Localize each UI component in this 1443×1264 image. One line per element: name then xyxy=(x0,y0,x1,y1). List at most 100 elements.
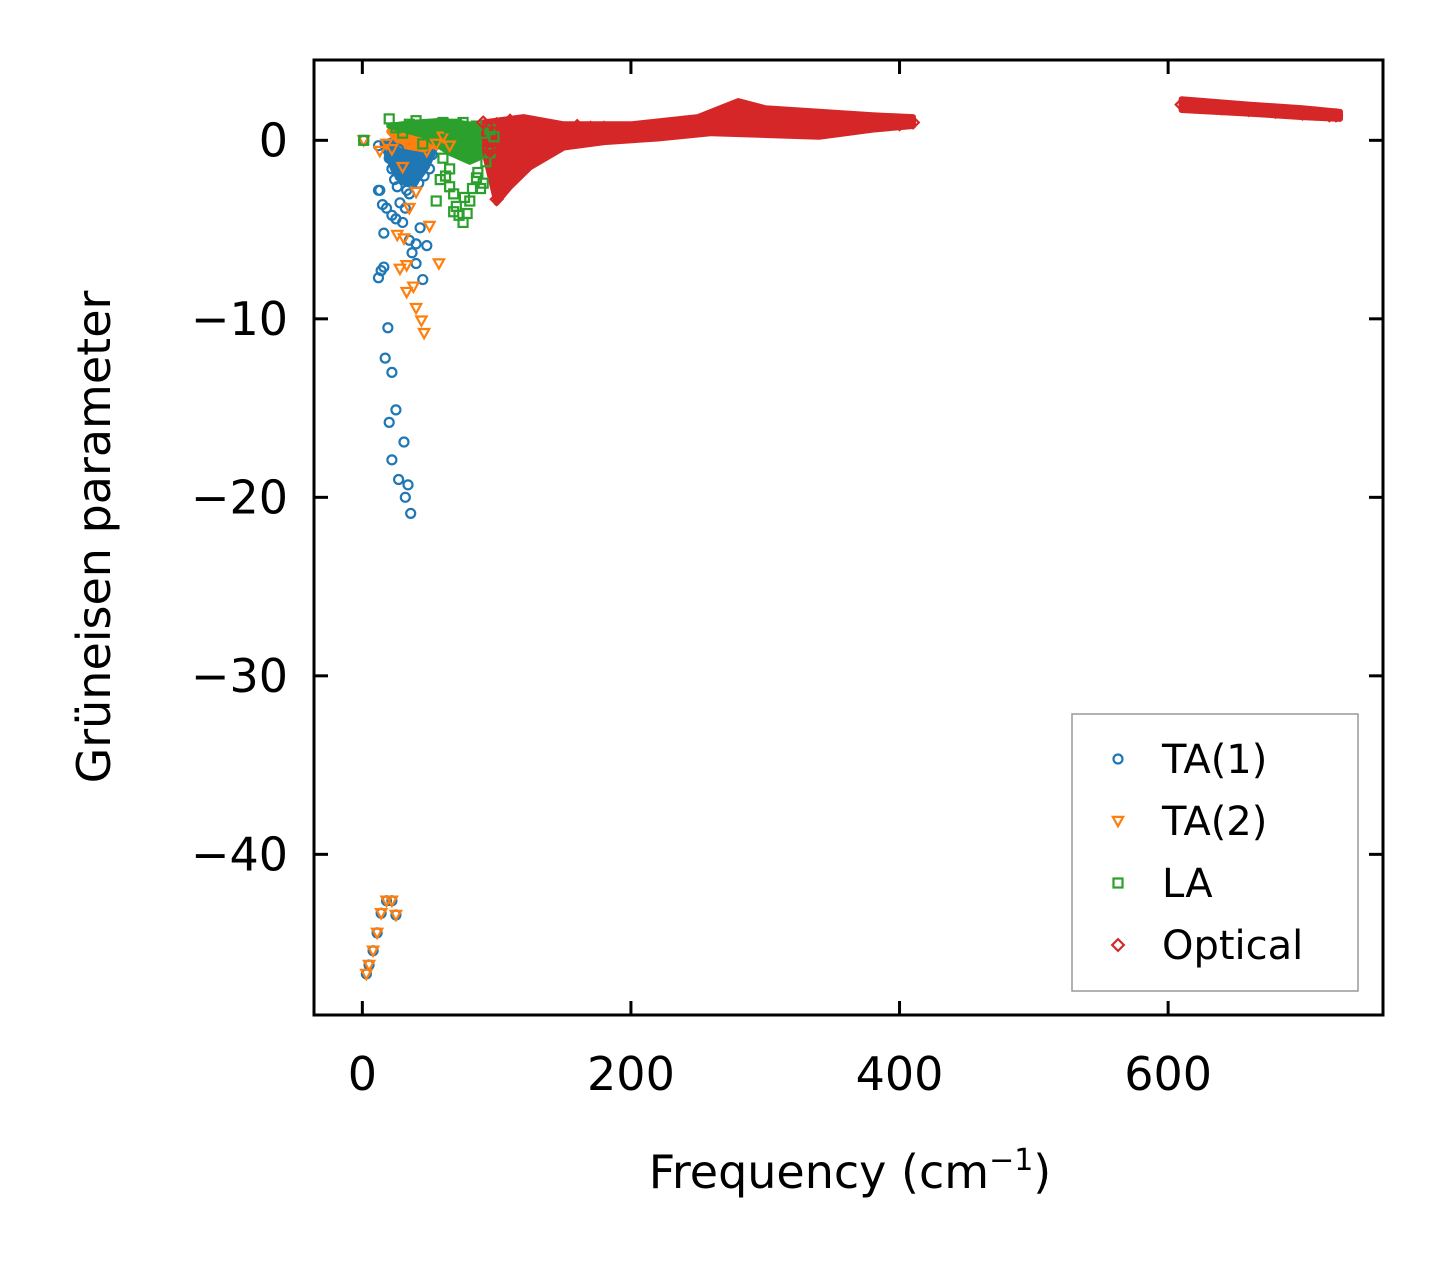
y-tick-label: −10 xyxy=(191,292,288,346)
point-ta1 xyxy=(380,202,393,214)
point-optical xyxy=(1174,97,1189,113)
point-la xyxy=(458,191,471,204)
x-tick-label: 400 xyxy=(856,1047,944,1101)
point-ta1 xyxy=(405,507,417,520)
x-tick-label: 600 xyxy=(1124,1047,1212,1101)
point-optical xyxy=(1308,106,1324,121)
point-optical xyxy=(556,127,572,143)
point-ta2 xyxy=(422,220,437,234)
x-axis-ticks: 0 200 400 600 xyxy=(348,60,1212,1101)
x-axis-label-superscript: −1 xyxy=(989,1143,1033,1178)
legend: TA(1) TA(2) LA Optical xyxy=(1071,713,1359,992)
point-optical xyxy=(489,116,505,132)
point-optical xyxy=(522,143,538,159)
point-ta1 xyxy=(393,473,405,486)
legend-marker-ta2 xyxy=(1110,815,1126,829)
y-tick-label: −40 xyxy=(191,827,288,881)
point-ta1 xyxy=(379,352,391,364)
y-axis-label: Grüneisen parameter xyxy=(67,290,121,783)
y-tick-label: −30 xyxy=(191,649,288,703)
point-ta2 xyxy=(435,131,450,145)
point-la xyxy=(488,131,500,143)
point-optical xyxy=(838,116,854,132)
point-ta1 xyxy=(399,491,411,503)
point-la xyxy=(461,207,473,220)
legend-label-la: LA xyxy=(1162,861,1213,907)
point-optical xyxy=(623,125,639,141)
point-ta2 xyxy=(406,281,421,295)
point-la xyxy=(434,173,446,186)
point-ta2 xyxy=(429,138,444,152)
point-ta1 xyxy=(421,240,433,252)
x-axis-label: Frequency (cm−1) xyxy=(649,1143,1052,1199)
point-optical xyxy=(509,165,525,180)
scatter-points xyxy=(356,97,1344,982)
point-ta2 xyxy=(370,927,385,941)
point-optical xyxy=(865,113,881,129)
legend-label-optical: Optical xyxy=(1162,923,1303,969)
point-optical xyxy=(704,111,719,127)
point-ta1 xyxy=(423,163,436,175)
point-optical xyxy=(1254,102,1270,118)
point-optical xyxy=(650,120,666,136)
point-ta1 xyxy=(398,436,410,448)
point-la xyxy=(358,134,370,146)
point-optical xyxy=(489,168,505,184)
point-optical xyxy=(892,116,907,132)
point-ta2 xyxy=(374,908,389,921)
point-ta2 xyxy=(392,263,407,277)
point-optical xyxy=(851,118,867,134)
point-la xyxy=(383,113,395,125)
point-la xyxy=(472,166,484,179)
point-la xyxy=(417,138,429,150)
x-axis-label-main: Frequency (cm xyxy=(649,1145,989,1199)
point-la xyxy=(444,163,456,175)
point-ta1 xyxy=(402,479,414,491)
point-ta2 xyxy=(399,260,414,273)
point-optical xyxy=(610,122,625,138)
point-ta1 xyxy=(417,273,429,286)
point-la xyxy=(457,140,469,152)
point-optical xyxy=(482,143,498,159)
point-optical xyxy=(1268,104,1283,120)
point-la xyxy=(448,188,460,200)
point-ta2 xyxy=(359,968,374,982)
point-optical xyxy=(690,122,706,138)
point-ta1 xyxy=(407,175,419,187)
y-tick-label: −20 xyxy=(191,470,288,524)
point-optical xyxy=(1201,99,1216,114)
point-ta2 xyxy=(417,327,432,341)
point-ta1 xyxy=(414,222,426,234)
point-ta1 xyxy=(391,181,403,193)
point-ta2 xyxy=(384,144,399,157)
legend-marker-la xyxy=(1112,877,1124,889)
point-ta1 xyxy=(378,261,390,273)
point-ta2 xyxy=(402,202,417,216)
legend-box xyxy=(1071,713,1359,992)
point-ta1 xyxy=(397,216,409,229)
point-ta1 xyxy=(418,170,430,182)
point-la xyxy=(450,118,462,130)
point-ta2 xyxy=(388,909,403,923)
legend-marker-optical xyxy=(1110,937,1126,953)
point-ta1 xyxy=(386,163,398,175)
x-axis-label-close: ) xyxy=(1033,1145,1051,1199)
point-la xyxy=(430,118,442,130)
point-optical xyxy=(509,118,525,134)
point-optical xyxy=(1241,102,1257,118)
point-ta2 xyxy=(396,233,412,246)
point-ta1 xyxy=(372,140,385,152)
point-la xyxy=(397,127,409,139)
point-optical xyxy=(569,118,585,134)
point-ta2 xyxy=(362,959,377,973)
point-optical xyxy=(475,115,491,130)
point-optical xyxy=(798,115,813,130)
point-la xyxy=(457,116,469,129)
point-optical xyxy=(529,136,545,152)
point-ta1 xyxy=(397,149,409,161)
point-optical xyxy=(542,122,558,138)
point-optical xyxy=(811,111,827,127)
point-ta2 xyxy=(384,895,399,909)
